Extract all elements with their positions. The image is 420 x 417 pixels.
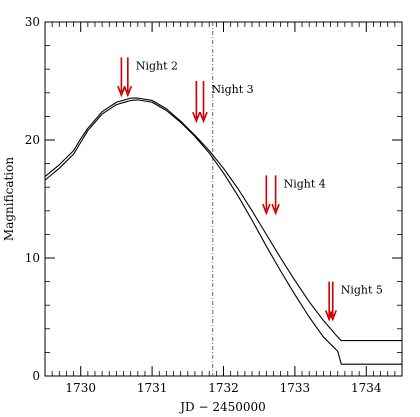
axis-ticks (44, 21, 403, 377)
x-tick-label: 1734 (351, 381, 382, 395)
night-label-2: Night 3 (212, 83, 254, 96)
x-tick-label: 1730 (65, 381, 96, 395)
night-arrow (271, 175, 280, 216)
x-tick-label: 1732 (208, 381, 239, 395)
night-arrow (123, 57, 133, 98)
y-tick-label: 30 (25, 15, 40, 29)
y-axis-title: Magnification (2, 157, 16, 241)
night-label-3: Night 4 (284, 177, 326, 190)
night-arrow (328, 281, 337, 322)
series-line-1 (44, 99, 402, 365)
y-tick-label: 20 (25, 133, 40, 147)
plot-frame (44, 21, 403, 377)
night-arrow (324, 281, 334, 322)
x-tick-label: 1731 (137, 381, 168, 395)
night-arrow (192, 81, 201, 124)
night-label-1: Night 2 (136, 59, 178, 72)
night-label-4: Night 5 (341, 284, 383, 297)
series-line-2 (44, 97, 402, 342)
night-arrow (117, 57, 126, 98)
x-axis-title: JD − 2450000 (178, 400, 266, 414)
night-arrow (199, 81, 208, 124)
tick-labels: 1730 1731 1732 1733 1734 0 10 20 30 (25, 15, 382, 395)
night-annotations: Night 2 Night 3 Night 4 Night 5 (117, 57, 383, 322)
night-arrow (262, 175, 271, 216)
series-group (44, 97, 402, 365)
x-tick-label: 1733 (280, 381, 311, 395)
y-tick-label: 0 (32, 369, 40, 383)
y-tick-label: 10 (25, 251, 40, 265)
